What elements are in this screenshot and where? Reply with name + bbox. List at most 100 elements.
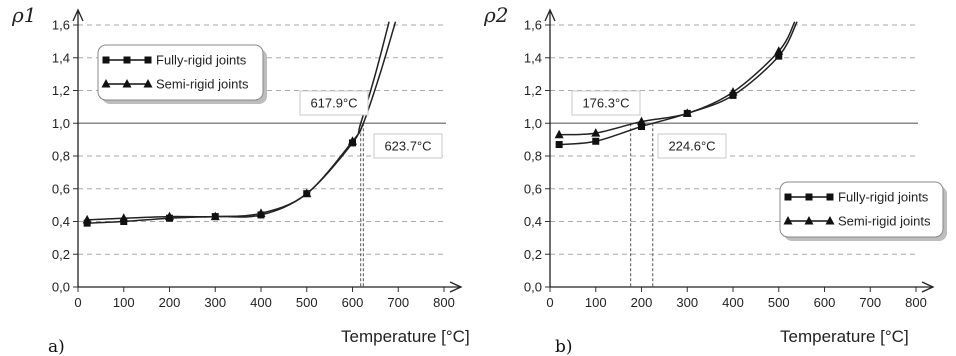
y-tick-label: 0,4: [524, 214, 542, 229]
y-axis-arrow: [544, 8, 556, 22]
legend-marker-square: [826, 193, 834, 201]
annotation-box: [373, 133, 443, 159]
y-tick-label: 1,0: [52, 116, 70, 131]
x-tick-label: 500: [768, 295, 790, 310]
marker-triangle: [82, 214, 92, 224]
x-tick-label: 600: [814, 295, 836, 310]
annotations-a: 617.9°C 623.7°C: [299, 90, 443, 159]
y-tick-label: 0,0: [52, 280, 70, 295]
x-tick-label: 0: [546, 295, 553, 310]
annotation-label: 224.6°C: [668, 139, 715, 154]
legend-label: Fully-rigid joints: [838, 190, 929, 205]
x-tick-label: 700: [859, 295, 881, 310]
x-tick-label: 100: [113, 295, 135, 310]
x-tick-label: 100: [585, 295, 607, 310]
x-tick-label: 200: [159, 295, 181, 310]
series-line-semi-rigid: [87, 21, 397, 221]
legend-marker-square: [805, 193, 813, 201]
marker-triangle: [682, 108, 692, 117]
marker-triangle: [554, 129, 564, 139]
x-axis-label-b: Temperature [°C]: [780, 327, 909, 346]
x-tick-label: 600: [342, 295, 364, 310]
marker-square: [638, 123, 645, 131]
marker-triangle: [210, 211, 220, 221]
y-tick-label: 0,6: [524, 181, 542, 196]
marker-triangle: [302, 188, 312, 198]
chart-panel-b: 0,0 0,2 0,4 0,6 0,8 1,0 1,2 1,4 1,6 0 100 200 300 400…: [483, 3, 947, 356]
marker-square: [555, 141, 563, 149]
y-axis-label-b: ρ2: [483, 3, 508, 27]
y-tick-label: 0,2: [52, 247, 70, 262]
y-tick-label: 1,6: [524, 18, 542, 33]
y-tick-label: 1,0: [524, 116, 542, 131]
marker-triangle: [774, 46, 784, 55]
legend-box: [779, 181, 944, 238]
marker-triangle: [256, 208, 266, 217]
marker-triangle: [728, 87, 738, 96]
x-tick-label: 300: [204, 295, 226, 310]
axes-b: 0,0 0,2 0,4 0,6 0,8 1,0 1,2 1,4 1,6 0 100 200 300 400…: [524, 8, 935, 310]
marker-triangle: [348, 136, 357, 145]
x-tick-label: 300: [676, 295, 698, 310]
y-tick-label: 1,2: [524, 83, 542, 98]
x-tick-label: 800: [905, 295, 927, 310]
y-axis-label-a: ρ1: [11, 3, 36, 27]
legend-b: Fully-rigid joints Semi-rigid joints: [779, 181, 947, 241]
marker-square: [775, 52, 783, 60]
annotations-b: 176.3°C 224.6°C: [571, 90, 727, 159]
legend-label: Fully-rigid joints: [156, 53, 247, 68]
legend-a: Fully-rigid joints Semi-rigid joints: [97, 44, 267, 104]
series-line-semi-rigid: [559, 21, 796, 136]
x-tick-label: 200: [631, 295, 653, 310]
annotation-box: [299, 90, 369, 116]
y-tick-label: 1,2: [52, 83, 70, 98]
x-axis-arrow: [449, 281, 463, 293]
legend-marker-triangle: [804, 216, 814, 225]
series-line-fully-rigid: [559, 21, 798, 146]
legend-label: Semi-rigid joints: [838, 214, 931, 229]
y-tick-label: 0,8: [52, 149, 70, 164]
legend-label: Semi-rigid joints: [156, 77, 249, 92]
chart-panel-a: 0,0 0,2 0,4 0,6 0,8 1,0 1,2 1,4 1,6 0 100 200 300 400…: [11, 3, 470, 356]
legend-marker-square: [784, 193, 792, 201]
annotation-label: 176.3°C: [582, 96, 629, 111]
panel-label-a: a): [48, 337, 65, 356]
annotation-box: [657, 133, 727, 159]
series-b: [554, 21, 798, 149]
y-tick-label: 0,8: [524, 149, 542, 164]
marker-triangle: [119, 213, 129, 222]
y-tick-label: 0,0: [524, 280, 542, 295]
legend-marker-square: [123, 56, 131, 64]
annotation-guides-a: [360, 123, 364, 287]
annotation-label: 617.9°C: [310, 96, 357, 111]
legend-marker-triangle: [101, 79, 111, 88]
y-tick-label: 0,4: [52, 214, 70, 229]
y-tick-label: 1,4: [524, 50, 542, 65]
y-tick-label: 0,2: [524, 247, 542, 262]
x-tick-label: 800: [433, 295, 455, 310]
legend-box: [97, 44, 264, 101]
marker-square: [592, 137, 600, 145]
y-tick-label: 1,6: [52, 18, 70, 33]
legend-marker-triangle: [143, 79, 153, 88]
marker-triangle: [637, 116, 646, 126]
annotation-guides-b: [630, 123, 654, 287]
legend-marker-square: [102, 56, 110, 64]
y-tick-label: 0,6: [52, 181, 70, 196]
x-axis-label-a: Temperature [°C]: [341, 327, 470, 346]
x-axis-arrow: [921, 281, 935, 293]
legend-marker-triangle: [825, 216, 835, 225]
marker-triangle: [165, 211, 174, 221]
x-tick-label: 400: [250, 295, 272, 310]
panel-label-b: b): [555, 337, 573, 356]
axes-a: 0,0 0,2 0,4 0,6 0,8 1,0 1,2 1,4 1,6 0 100 200 300 400…: [52, 8, 463, 310]
y-axis-arrow: [72, 8, 84, 22]
legend-marker-triangle: [122, 79, 132, 88]
x-tick-label: 0: [74, 295, 81, 310]
legend-marker-square: [144, 56, 152, 64]
x-tick-label: 500: [296, 295, 318, 310]
marker-triangle: [591, 128, 601, 137]
annotation-label: 623.7°C: [384, 139, 431, 154]
x-tick-label: 400: [722, 295, 744, 310]
